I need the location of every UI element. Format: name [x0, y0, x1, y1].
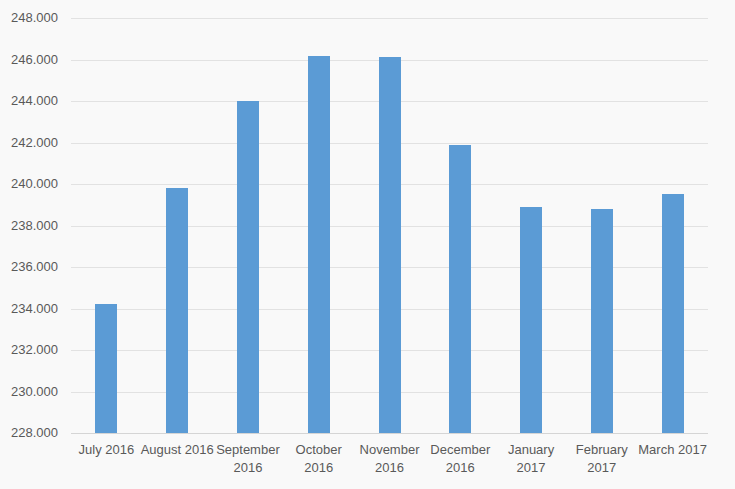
- bar-august-2016: [166, 188, 188, 433]
- y-tick-label: 248.000: [0, 10, 58, 26]
- bar-july-2016: [95, 304, 117, 433]
- plot-area: [71, 18, 708, 433]
- y-tick-label: 244.000: [0, 93, 58, 109]
- y-tick-label: 228.000: [0, 425, 58, 441]
- gridline: [71, 18, 708, 19]
- bar-chart: 228.000 230.000 232.000 234.000 236.000 238.0…: [0, 0, 735, 489]
- bar-october-2016: [308, 56, 330, 433]
- bar-february-2017: [591, 209, 613, 433]
- y-tick-label: 242.000: [0, 135, 58, 151]
- x-tick-label-line: 2017: [560, 459, 644, 477]
- y-tick-label: 234.000: [0, 301, 58, 317]
- x-axis-line: [71, 433, 708, 434]
- x-tick-label: March 2017: [631, 441, 715, 459]
- bar-january-2017: [520, 207, 542, 433]
- bar-march-2017: [662, 194, 684, 433]
- x-tick-label-line: March 2017: [631, 441, 715, 459]
- y-tick-label: 236.000: [0, 259, 58, 275]
- y-tick-label: 246.000: [0, 52, 58, 68]
- y-tick-label: 230.000: [0, 384, 58, 400]
- y-tick-label: 232.000: [0, 342, 58, 358]
- bar-september-2016: [237, 101, 259, 433]
- y-tick-label: 240.000: [0, 176, 58, 192]
- y-tick-label: 238.000: [0, 218, 58, 234]
- bar-december-2016: [449, 145, 471, 433]
- bar-november-2016: [379, 57, 401, 433]
